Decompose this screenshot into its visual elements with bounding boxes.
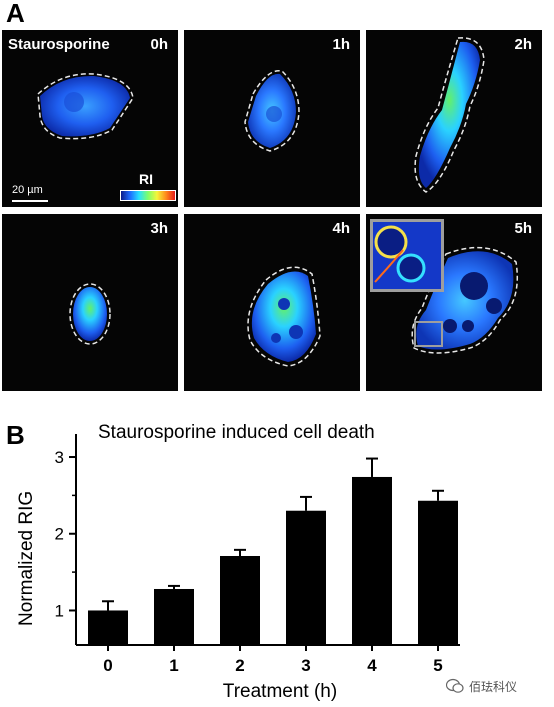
bar <box>154 588 194 645</box>
microscopy-image-grid: Staurosporine 0h 20 µm RI 1h 2h 3h <box>2 30 554 393</box>
time-label-3h: 3h <box>150 220 168 237</box>
cell-image-0h <box>37 73 134 140</box>
y-tick-label: 2 <box>55 525 64 544</box>
microscopy-tile-4h: 4h <box>184 214 360 391</box>
cell-image-1h <box>244 69 300 152</box>
time-label-5h: 5h <box>514 220 532 237</box>
y-tick-label: 3 <box>55 448 64 467</box>
x-tick-label: 3 <box>301 656 310 675</box>
colorbar-label: RI <box>139 171 153 187</box>
bar <box>220 555 260 645</box>
time-label-0h: 0h <box>150 36 168 53</box>
wechat-icon <box>446 678 464 693</box>
panel-a-letter: A <box>6 0 25 28</box>
bar-chart: 1 2 3 0 1 2 3 4 5 <box>55 434 460 675</box>
bar <box>352 476 392 645</box>
microscopy-tile-1h: 1h <box>184 30 360 207</box>
ri-colorbar <box>120 190 176 201</box>
panel-b-letter: B <box>6 420 25 450</box>
time-label-4h: 4h <box>332 220 350 237</box>
scale-bar <box>12 200 48 202</box>
x-tick-label: 1 <box>169 656 178 675</box>
inset-image <box>373 222 441 289</box>
microscopy-tile-0h: Staurosporine 0h 20 µm RI <box>2 30 178 207</box>
x-tick-label: 0 <box>103 656 112 675</box>
y-tick-label: 1 <box>55 601 64 620</box>
time-label-1h: 1h <box>332 36 350 53</box>
scale-bar-label: 20 µm <box>12 184 43 196</box>
inset-roi-box <box>414 321 443 347</box>
chart-title: Staurosporine induced cell death <box>98 422 375 443</box>
microscopy-tile-2h: 2h <box>366 30 542 207</box>
cell-image-4h <box>247 266 321 367</box>
bar <box>88 610 128 645</box>
zoom-inset <box>370 219 444 292</box>
x-axis-label-wrap: Treatment (h) <box>0 681 554 703</box>
microscopy-tile-3h: 3h <box>2 214 178 391</box>
watermark-text: 佰珐科仪 <box>469 680 518 694</box>
drug-label: Staurosporine <box>8 36 110 53</box>
cell-image-2h <box>414 37 485 193</box>
bar <box>418 500 458 645</box>
x-axis-label: Treatment (h) <box>222 681 338 702</box>
x-tick-label: 4 <box>367 656 377 675</box>
microscopy-tile-5h: 5h <box>366 214 542 391</box>
time-label-2h: 2h <box>514 36 532 53</box>
bar-chart-panel: Staurosporine induced cell death Normali… <box>0 412 554 707</box>
cell-image-3h <box>69 283 111 345</box>
x-tick-label: 2 <box>235 656 244 675</box>
x-tick-label: 5 <box>433 656 442 675</box>
bar <box>286 510 326 645</box>
